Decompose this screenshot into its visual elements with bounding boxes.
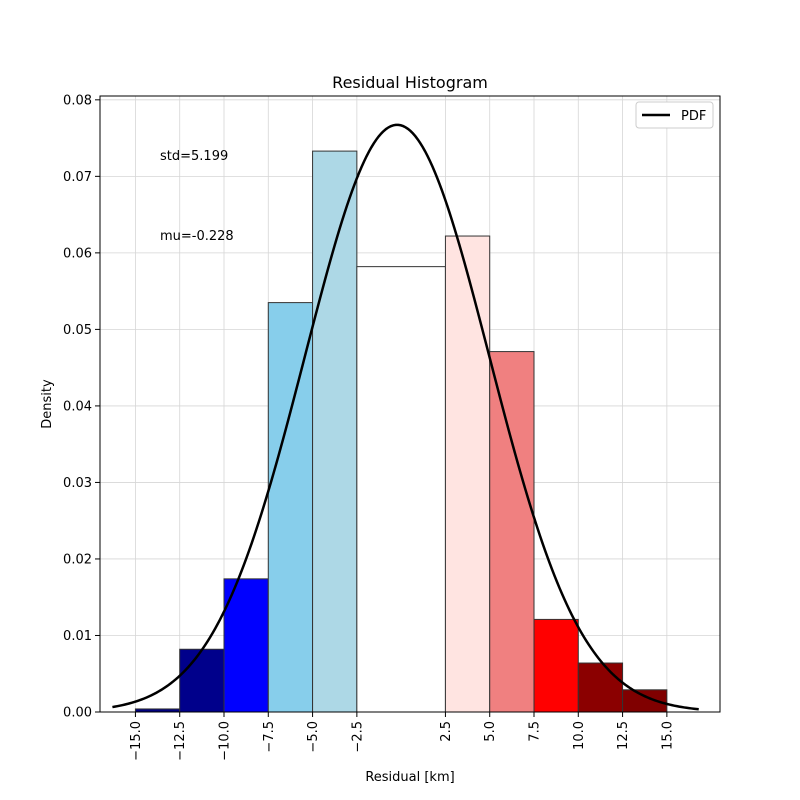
- annotation-std: std=5.199: [160, 149, 228, 164]
- y-tick-label: 0.08: [63, 93, 92, 108]
- y-tick-label: 0.06: [63, 246, 92, 261]
- legend-pdf-label: PDF: [681, 109, 706, 124]
- histogram-bar: [489, 351, 535, 713]
- histogram-bar: [312, 150, 358, 713]
- plot-frame: [99, 95, 721, 713]
- x-tick-label: −10.0: [218, 721, 233, 761]
- axis-ticks: −15.0 −12.5 −10.0 −7.5 −5.0 −2.5 2.5 5.0 7.5 10.0…: [63, 93, 675, 761]
- histogram-bar: [533, 618, 579, 713]
- x-axis-label: Residual [km]: [365, 770, 454, 785]
- x-tick-label: −5.0: [306, 721, 321, 753]
- y-axis-label: Density: [40, 379, 55, 429]
- x-tick-label: 7.5: [528, 721, 543, 742]
- annotation-mu: mu=-0.228: [160, 229, 234, 244]
- chart-title: Residual Histogram: [332, 73, 488, 92]
- histogram-bar: [267, 302, 314, 713]
- legend: PDF: [635, 101, 714, 129]
- x-tick-label: 12.5: [616, 721, 631, 750]
- y-tick-label: 0.07: [63, 170, 92, 185]
- y-tick-label: 0.01: [63, 629, 92, 644]
- histogram-bar: [179, 648, 225, 713]
- histogram-bar: [577, 662, 624, 713]
- x-tick-label: 2.5: [439, 721, 454, 742]
- x-tick-label: −15.0: [129, 721, 144, 761]
- y-tick-label: 0.00: [63, 706, 92, 721]
- y-tick-label: 0.04: [63, 399, 92, 414]
- x-tick-label: 15.0: [660, 721, 675, 750]
- pdf-curve: [112, 123, 699, 711]
- x-tick-label: −2.5: [350, 721, 365, 753]
- y-tick-label: 0.03: [63, 476, 92, 491]
- x-tick-label: −12.5: [173, 721, 188, 761]
- legend-box: [635, 101, 714, 129]
- pdf-curve-layer: [112, 123, 699, 711]
- x-tick-label: 5.0: [483, 721, 498, 742]
- histogram-bar: [444, 235, 491, 713]
- histogram-bar: [356, 266, 446, 713]
- histogram-bars: [134, 150, 668, 713]
- x-tick-label: −7.5: [262, 721, 277, 753]
- y-tick-label: 0.05: [63, 323, 92, 338]
- x-tick-label: 10.0: [572, 721, 587, 750]
- y-tick-label: 0.02: [63, 552, 92, 567]
